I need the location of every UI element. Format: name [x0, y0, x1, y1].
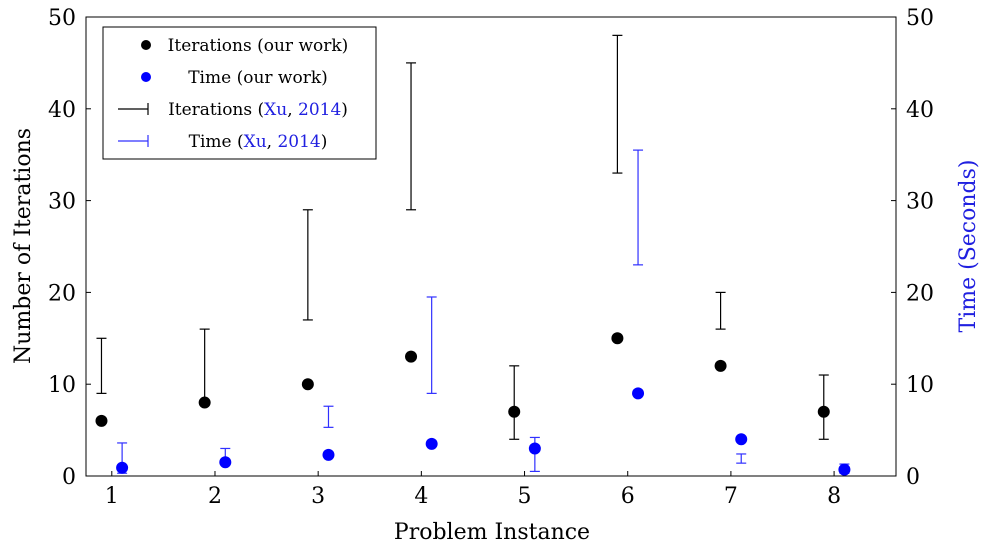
iterations-point-8 [817, 405, 830, 418]
legend-marker-iterations-xu [118, 103, 149, 115]
legend-marker-iterations-our-work [141, 40, 151, 50]
tick-labels: 1 2 3 4 5 6 7 8 0 10 20 30 40 50 0 10 20 30 40 50 [48, 6, 934, 509]
x-tick-label-6: 6 [621, 484, 635, 509]
y-left-tick-label-0: 0 [62, 465, 76, 490]
time-point-3 [322, 448, 335, 461]
y-axis-left-label: Number of Iterations [11, 128, 36, 364]
iterations-xu-range-3 [302, 209, 313, 321]
time-xu-range-7 [736, 453, 747, 464]
time-xu-range-3 [323, 405, 334, 428]
time-point-6 [632, 387, 645, 400]
iterations-xu-range-1 [96, 337, 107, 394]
y-left-tick-label-40: 40 [48, 98, 76, 123]
time-point-8 [838, 463, 851, 476]
legend-label-iterations-our-work: Iterations (our work) [168, 36, 349, 56]
y-axis-right-label: Time (Seconds) [956, 160, 981, 333]
iterations-xu-range-5 [509, 365, 520, 440]
x-tick-label-3: 3 [311, 484, 325, 509]
x-tick-label-1: 1 [105, 484, 119, 509]
data-layer [95, 34, 851, 476]
legend-marker-time-xu [118, 135, 149, 147]
y-right-tick-label-20: 20 [906, 281, 934, 306]
legend-label-time-xu: Time (Xu, 2014) [189, 132, 328, 152]
x-axis-label: Problem Instance [394, 520, 590, 545]
iterations-point-2 [198, 396, 211, 409]
time-point-2 [219, 456, 232, 469]
y-right-tick-label-30: 30 [906, 190, 934, 215]
y-left-tick-label-30: 30 [48, 190, 76, 215]
time-point-1 [116, 461, 129, 474]
iterations-point-3 [301, 378, 314, 391]
iterations-point-6 [611, 332, 624, 345]
iterations-point-1 [95, 414, 108, 427]
y-left-tick-label-10: 10 [48, 373, 76, 398]
time-point-7 [735, 433, 748, 446]
x-tick-label-4: 4 [414, 484, 428, 509]
x-tick-label-7: 7 [724, 484, 738, 509]
iterations-point-5 [508, 405, 521, 418]
iterations-xu-range-6 [612, 34, 623, 174]
y-left-tick-label-20: 20 [48, 281, 76, 306]
x-tick-label-8: 8 [827, 484, 841, 509]
y-right-tick-label-50: 50 [906, 6, 934, 31]
iterations-point-7 [714, 359, 727, 372]
plot-frame [85, 16, 897, 477]
time-point-5 [528, 442, 541, 455]
x-tick-label-2: 2 [208, 484, 222, 509]
iterations-xu-range-7 [715, 291, 726, 330]
legend-marker-time-our-work [141, 72, 151, 82]
legend: Iterations (our work) Time (our work) It… [102, 26, 377, 160]
y-right-tick-label-40: 40 [906, 98, 934, 123]
iterations-point-4 [405, 350, 418, 363]
iterations-xu-range-2 [199, 328, 210, 404]
x-tick-label-5: 5 [518, 484, 532, 509]
y-left-tick-label-50: 50 [48, 6, 76, 31]
time-xu-range-4 [426, 296, 437, 394]
time-point-4 [425, 437, 438, 450]
time-xu-range-6 [633, 149, 644, 266]
legend-label-iterations-xu: Iterations (Xu, 2014) [168, 100, 348, 120]
legend-label-time-our-work: Time (our work) [188, 68, 328, 88]
y-right-tick-label-0: 0 [906, 465, 920, 490]
y-right-tick-label-10: 10 [906, 373, 934, 398]
iterations-xu-range-4 [406, 62, 417, 211]
